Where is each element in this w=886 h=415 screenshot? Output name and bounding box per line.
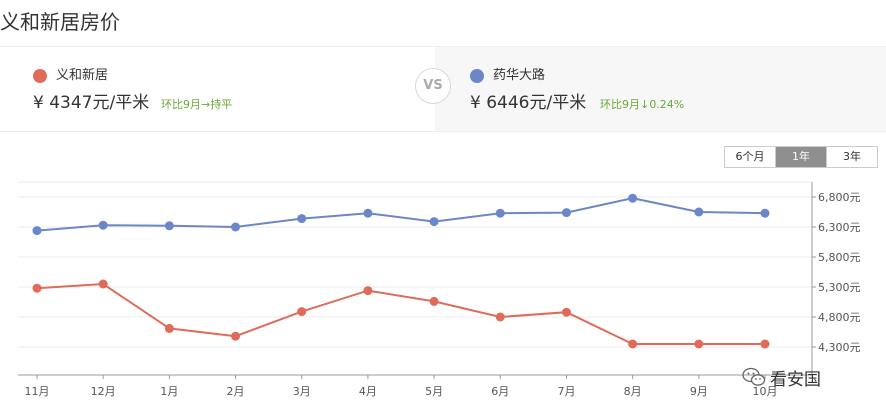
community-name: 义和新居	[56, 68, 109, 83]
data-point	[32, 283, 42, 293]
data-point	[297, 307, 307, 317]
tab-3-years[interactable]: 3年	[827, 147, 877, 167]
data-point	[231, 222, 241, 232]
x-tick-label: 5月	[425, 385, 443, 398]
data-point	[628, 339, 638, 349]
data-point	[231, 331, 241, 341]
data-point	[98, 279, 108, 289]
x-tick-label: 1月	[160, 385, 178, 398]
data-point	[164, 221, 174, 231]
series-line	[36, 282, 765, 345]
y-tick-label: 6,300元	[818, 221, 861, 234]
tab-1-year[interactable]: 1年	[776, 147, 827, 167]
x-tick-label: 11月	[25, 385, 50, 398]
data-point	[429, 217, 439, 227]
area-change: 环比9月↓0.24%	[600, 98, 685, 111]
vs-badge: VS	[415, 68, 451, 104]
comparison-panel: 义和新居 ¥ 4347元/平米 环比9月→持平 药华大路 ¥ 6446元/平米 …	[0, 46, 886, 132]
data-point	[628, 193, 638, 203]
y-tick-label: 5,300元	[818, 281, 861, 294]
page-title: 义和新居房价	[0, 10, 120, 34]
x-tick-label: 12月	[91, 385, 116, 398]
x-tick-label: 6月	[491, 385, 509, 398]
area-name: 药华大路	[493, 68, 546, 83]
data-point	[561, 208, 571, 218]
x-tick-label: 2月	[227, 385, 245, 398]
x-tick-label: 3月	[293, 385, 311, 398]
data-point	[495, 312, 505, 322]
x-tick-label: 10月	[753, 385, 778, 398]
data-point	[694, 339, 704, 349]
watermark-text: 看安国	[770, 369, 821, 390]
community-price: ¥ 4347元/平米	[33, 93, 150, 113]
data-point	[297, 214, 307, 224]
x-tick-label: 9月	[690, 385, 708, 398]
x-tick-label: 7月	[557, 385, 575, 398]
y-tick-label: 6,800元	[818, 191, 861, 204]
area-price: ¥ 6446元/平米	[470, 93, 587, 113]
series-color-dot	[470, 69, 484, 83]
comparison-right: 药华大路 ¥ 6446元/平米 环比9月↓0.24%	[435, 47, 886, 131]
series-color-dot	[33, 69, 47, 83]
time-range-tabs: 6个月 1年 3年	[724, 146, 878, 168]
comparison-left: 义和新居 ¥ 4347元/平米 环比9月→持平	[0, 47, 435, 131]
tab-6-months[interactable]: 6个月	[725, 147, 776, 167]
y-tick-label: 4,800元	[818, 311, 861, 324]
community-change: 环比9月→持平	[161, 98, 233, 111]
watermark: 看安国	[742, 364, 821, 390]
data-point	[760, 339, 770, 349]
data-point	[98, 220, 108, 230]
y-tick-label: 4,300元	[818, 341, 861, 354]
data-point	[164, 323, 174, 333]
data-point	[561, 307, 571, 317]
x-tick-label: 8月	[624, 385, 642, 398]
data-point	[429, 296, 439, 306]
data-point	[495, 208, 505, 218]
y-tick-label: 5,800元	[818, 251, 861, 264]
data-point	[363, 208, 373, 218]
data-point	[760, 208, 770, 218]
data-point	[694, 207, 704, 217]
data-point	[363, 286, 373, 296]
data-point	[32, 226, 42, 236]
x-tick-label: 4月	[359, 385, 377, 398]
series-line	[36, 197, 766, 232]
wechat-icon	[742, 367, 766, 386]
